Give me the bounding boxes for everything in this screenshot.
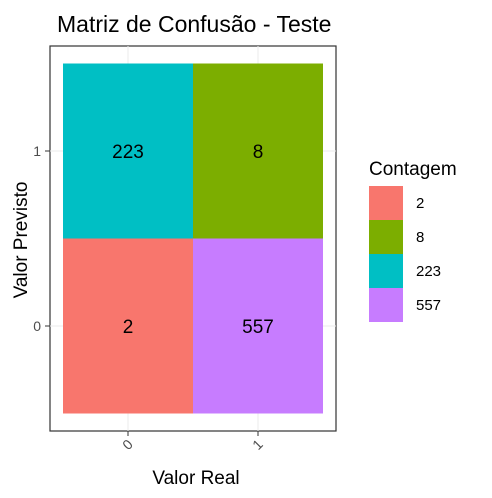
cell-label-0-1: 223 [112,142,144,163]
legend-key-223 [369,254,403,288]
x-axis-label: Valor Real [152,468,239,489]
cell-labels: 223 8 2 557 [112,142,274,338]
cell-label-0-0: 2 [123,317,134,338]
y-axis-label: Valor Previsto [11,182,32,299]
y-tick-label-0: 0 [33,318,41,334]
x-tick-label-0: 0 [119,436,136,453]
legend-title: Contagem [369,159,457,180]
heatmap-cell-1-0 [193,238,323,414]
legend-label-557: 557 [416,297,441,314]
heatmap-cell-0-1 [63,63,193,239]
legend-label-2: 2 [416,195,424,212]
legend: Contagem 2 8 223 557 [369,159,457,322]
heatmap-cells [63,63,323,414]
legend-entries: 2 8 223 557 [369,186,441,322]
legend-key-557 [369,288,403,322]
y-axis-ticks: 01 [33,143,50,334]
cell-label-1-1: 8 [253,142,264,163]
x-tick-label-1: 1 [249,436,266,453]
chart-title: Matriz de Confusão - Teste [57,11,331,37]
legend-label-223: 223 [416,263,441,280]
legend-label-8: 8 [416,229,424,246]
legend-key-8 [369,220,403,254]
y-tick-label-1: 1 [33,143,41,159]
heatmap-cell-1-1 [193,63,323,239]
cell-label-1-0: 557 [242,317,274,338]
legend-key-2 [369,186,403,220]
heatmap-cell-0-0 [63,238,193,414]
